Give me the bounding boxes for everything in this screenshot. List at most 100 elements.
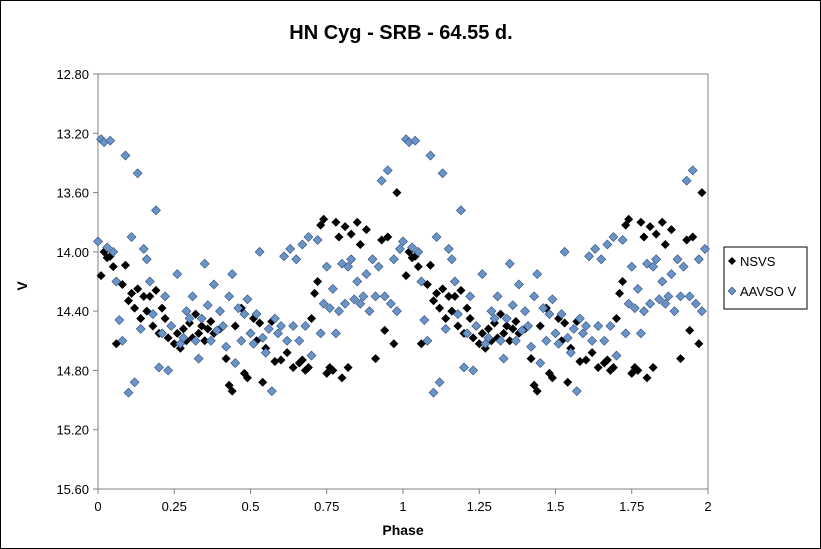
aavso-point (617, 235, 628, 245)
aavso-point (504, 258, 515, 269)
aavso-point (632, 283, 643, 294)
y-tick-label: 15.20 (56, 423, 89, 438)
nsvs-point (194, 328, 204, 338)
aavso-point (687, 165, 698, 176)
aavso-point (422, 335, 433, 346)
nsvs-point (432, 288, 442, 298)
aavso-point (294, 335, 305, 346)
aavso-point (666, 269, 677, 280)
aavso-point (483, 332, 494, 343)
nsvs-point (645, 222, 655, 232)
aavso-point (227, 269, 238, 280)
nsvs-point (340, 222, 350, 232)
nsvs-point (230, 321, 240, 331)
aavso-point (199, 258, 210, 269)
aavso-point (266, 386, 277, 397)
aavso-point (352, 276, 363, 287)
nsvs-point (352, 217, 362, 227)
aavso-point (376, 175, 387, 186)
nsvs-point (526, 354, 536, 364)
nsvs-point (389, 339, 399, 349)
nsvs-point (511, 317, 521, 327)
aavso-point (623, 298, 634, 309)
aavso-point (556, 309, 567, 320)
nsvs-point (685, 325, 695, 335)
nsvs-point (660, 239, 670, 249)
nsvs-point (468, 333, 478, 343)
aavso-point (269, 313, 280, 324)
aavso-point (538, 303, 549, 314)
aavso-point (321, 261, 332, 272)
nsvs-point (178, 324, 188, 334)
legend-label-aavso: AAVSO V (740, 284, 796, 299)
aavso-point (193, 353, 204, 364)
nsvs-point (163, 333, 173, 343)
aavso-point (498, 353, 509, 364)
aavso-point (154, 362, 164, 373)
aavso-point (367, 254, 378, 265)
aavso-point (388, 254, 399, 265)
legend-marker-aavso (727, 286, 737, 296)
aavso-point (138, 243, 149, 254)
aavso-point (465, 291, 476, 302)
aavso-point (639, 306, 649, 317)
nsvs-point (563, 377, 573, 387)
aavso-point (684, 291, 695, 302)
aavso-point (114, 315, 125, 325)
aavso-point (523, 321, 533, 331)
aavso-point (303, 232, 314, 242)
aavso-point (187, 291, 198, 302)
x-tick-label: 2 (704, 499, 711, 514)
y-tick-label: 15.60 (56, 482, 89, 497)
nsvs-point (547, 373, 557, 383)
aavso-point (565, 347, 576, 358)
aavso-point (224, 291, 235, 302)
aavso-point (449, 276, 460, 287)
nsvs-point (444, 291, 454, 301)
aavso-point (147, 309, 158, 320)
nsvs-point (221, 354, 231, 364)
aavso-point (242, 294, 253, 305)
nsvs-point (535, 321, 545, 331)
aavso-point (599, 335, 610, 346)
aavso-point (446, 254, 457, 265)
aavso-point (254, 246, 265, 257)
aavso-point (373, 261, 384, 272)
aavso-point (547, 294, 558, 305)
aavso-point (486, 306, 497, 317)
nsvs-point (361, 225, 371, 235)
nsvs-point (343, 362, 353, 372)
aavso-point (513, 279, 524, 290)
data-points (93, 134, 710, 398)
aavso-point (700, 243, 710, 254)
nsvs-point (612, 314, 621, 324)
aavso-point (532, 269, 543, 280)
aavso-point (517, 325, 527, 336)
nsvs-point (633, 365, 643, 375)
aavso-point (635, 328, 646, 339)
x-tick-label: 0.5 (241, 499, 259, 514)
y-axis-title: V (14, 281, 30, 291)
aavso-point (151, 205, 161, 216)
aavso-point (541, 335, 552, 346)
aavso-point (263, 324, 274, 334)
nsvs-point (499, 328, 509, 338)
nsvs-point (227, 386, 237, 396)
aavso-point (443, 243, 454, 254)
aavso-point (456, 205, 466, 216)
aavso-point (346, 254, 357, 265)
aavso-point (410, 135, 421, 146)
nsvs-point (120, 260, 130, 270)
aavso-point (157, 328, 167, 339)
nsvs-point (331, 217, 341, 227)
nsvs-point (270, 357, 280, 367)
nsvs-point (191, 309, 201, 319)
nsvs-point (197, 321, 207, 331)
aavso-point (330, 328, 341, 339)
aavso-point (398, 236, 408, 247)
nsvs-point (276, 355, 286, 365)
nsvs-point (608, 362, 618, 372)
aavso-point (233, 303, 244, 314)
nsvs-point (319, 214, 329, 224)
